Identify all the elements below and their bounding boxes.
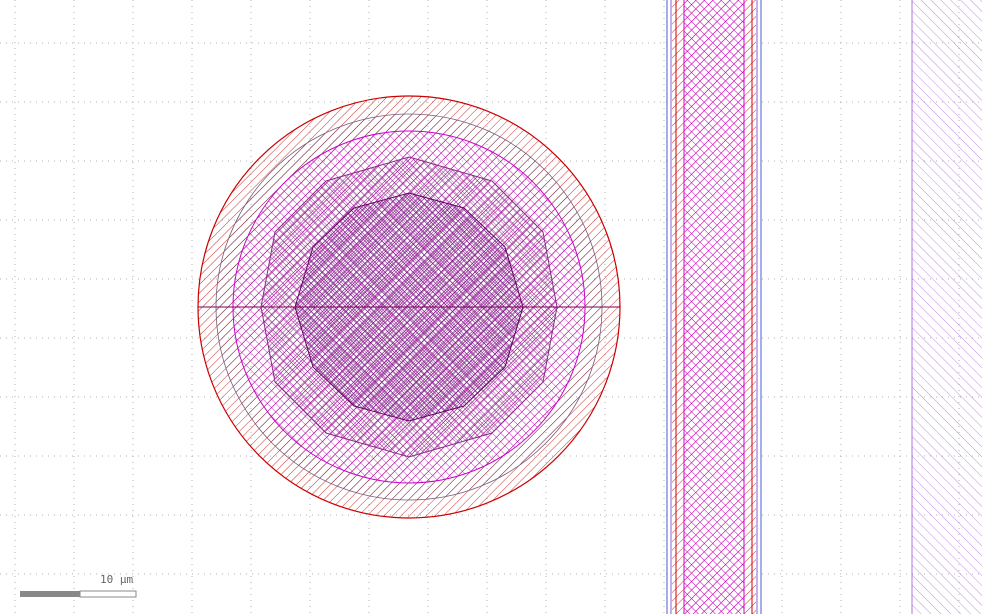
scale-bar-filled	[20, 591, 80, 597]
trace-core	[684, 0, 744, 614]
scale-bar-label: 10 µm	[100, 573, 133, 586]
plane-fill	[912, 0, 982, 614]
via-pad[interactable]	[198, 96, 620, 518]
plane-right[interactable]	[912, 0, 982, 614]
scale-bar	[20, 591, 136, 597]
scale-bar-empty	[80, 591, 136, 597]
trace-vertical[interactable]	[667, 0, 761, 614]
